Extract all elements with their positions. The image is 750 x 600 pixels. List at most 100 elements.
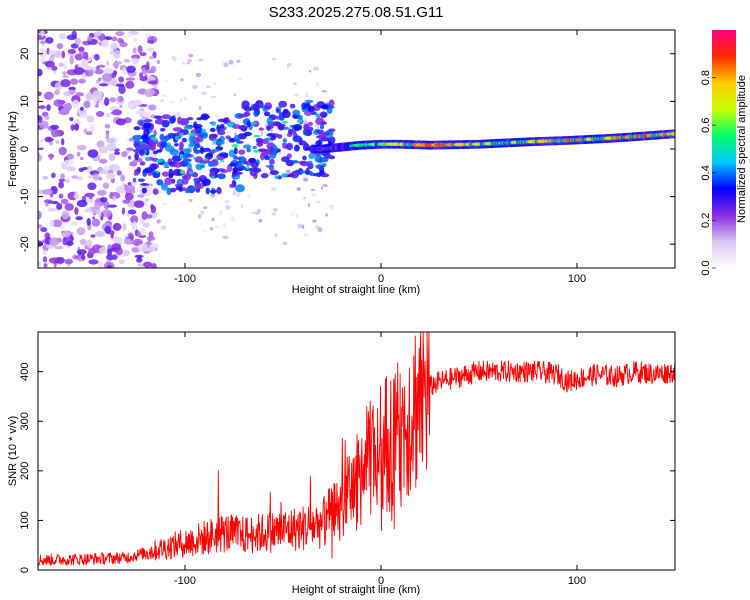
heatmap-cell [86,115,95,123]
heatmap-cell [223,223,227,228]
heatmap-cell [153,150,158,155]
heatmap-cell [116,170,122,176]
heatmap-cell [236,120,239,126]
heatmap-cell [214,115,219,118]
heatmap-cell [242,144,252,149]
heatmap-cell [63,61,67,70]
heatmap-cell [121,182,125,191]
heatmap-cell [281,121,289,124]
heatmap-cell [198,58,204,62]
heatmap-cell [142,111,152,118]
heatmap-cell [292,114,298,119]
heatmap-cell [219,123,225,129]
heatmap-cell [154,118,165,125]
heatmap-cell [182,62,185,65]
heatmap-cell [50,124,59,130]
heatmap-cell [291,211,294,217]
heatmap-cell [305,92,308,97]
heatmap-cell [106,143,117,152]
heatmap-cell [76,151,81,157]
heatmap-cell [326,106,333,114]
heatmap-cell [238,77,243,81]
heatmap-cell [70,221,78,226]
heatmap-cell [303,177,309,182]
heatmap-cell [147,40,155,44]
heatmap-cell [296,114,303,120]
x-tick-label: 100 [568,575,586,587]
heatmap-cell [270,186,277,192]
heatmap-cell [102,182,110,189]
heatmap-cell [130,215,139,224]
heatmap-cell [266,117,273,125]
heatmap-cell [50,128,60,138]
heatmap-cell [97,209,102,219]
heatmap-cell [71,99,80,109]
heatmap-cell [281,173,288,178]
heatmap-cell [273,208,278,212]
heatmap-cell [271,57,277,61]
heatmap-cell [105,172,116,180]
heatmap-cell [64,203,74,211]
heatmap-cell [39,49,47,59]
heatmap-cell [109,78,118,87]
heatmap-cell [278,114,283,121]
heatmap-cell [311,111,317,115]
heatmap-cell [194,156,203,163]
heatmap-cell [315,164,325,170]
heatmap-cell [137,178,145,182]
heatmap-cell [127,209,137,215]
heatmap-cell [298,160,307,165]
heatmap-cell [52,219,63,228]
colorbar-tick-label: 0.0 [700,260,712,275]
heatmap-cell [237,114,248,118]
heatmap-cell [144,198,150,202]
heatmap-cell [286,142,293,151]
spectrogram-x-label: Height of straight line (km) [292,284,420,296]
heatmap-cell [150,263,157,268]
heatmap-cell [38,68,43,77]
heatmap-cell [44,60,56,68]
heatmap-cell [107,265,112,268]
heatmap-cell [160,99,164,102]
heatmap-cell [141,70,148,75]
heatmap-cell [204,206,208,210]
heatmap-cell [132,134,143,141]
heatmap-cell [54,82,63,91]
heatmap-cell [155,170,160,174]
heatmap-cell [58,178,66,182]
heatmap-cell [143,200,148,206]
heatmap-cell [181,137,187,143]
heatmap-cell [105,138,116,144]
heatmap-cell [147,80,158,85]
heatmap-cell [108,153,116,162]
heatmap-cell [144,88,156,96]
heatmap-cell [223,153,229,159]
heatmap-cell [127,103,135,109]
heatmap-cell [315,117,324,125]
heatmap-cell [108,97,117,103]
heatmap-cell [70,78,79,85]
heatmap-cell [235,160,243,167]
heatmap-cell [183,153,191,158]
y-tick-label: 100 [19,511,31,529]
heatmap-cell [278,100,288,108]
colorbar-tick-label: 0.2 [700,213,712,228]
heatmap-cell [198,133,207,138]
heatmap-cell [212,139,217,144]
heatmap-cell [290,170,299,179]
heatmap-cell [194,182,205,190]
heatmap-cell [109,50,114,55]
heatmap-cell [139,72,144,78]
heatmap-cell [147,69,153,74]
heatmap-cell [321,104,329,110]
heatmap-cell [49,257,60,264]
heatmap-cell [156,159,163,163]
heatmap-cell [148,146,156,151]
heatmap-cell [83,68,94,77]
heatmap-cell [210,149,220,153]
heatmap-cell [86,199,96,204]
heatmap-cell [85,92,94,101]
heatmap-cell [71,175,78,179]
heatmap-cell [153,84,158,89]
